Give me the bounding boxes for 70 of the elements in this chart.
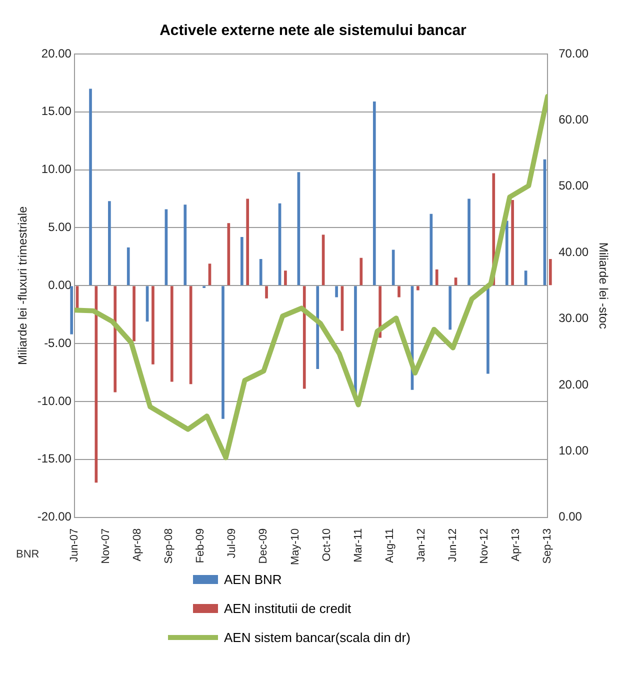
x-tick-label: Apr-13 [510,528,522,562]
bar [486,286,490,374]
bar [398,286,400,298]
chart-title: Activele externe nete ale sistemului bancar [160,22,467,40]
x-tick-label: Sep-13 [542,528,554,564]
x-tick-label: Jul-09 [226,528,238,558]
bar [448,286,452,330]
x-tick-label: Jan-12 [415,528,428,562]
bar [132,286,136,342]
bar [259,259,262,286]
bar [548,259,552,286]
y2-tick-label: 0.00 [558,510,582,524]
bar [170,286,174,382]
bar [435,269,438,286]
bar [70,286,74,334]
bar [184,204,187,286]
y-tick-label: 0.00 [48,278,72,292]
y2-tick-label: 20.00 [558,377,589,392]
x-tick-label: Nov-12 [478,528,491,564]
legend-label: AEN institutii de credit [224,601,352,616]
x-tick-label: Sep-08 [163,528,176,564]
y2-tick-label: 30.00 [558,311,589,326]
x-tick-label: Nov-07 [100,528,112,564]
bar [316,286,320,370]
bar [284,270,287,286]
y-tick-label: -20.00 [37,510,72,524]
bar [89,88,92,286]
bar [360,258,363,286]
bar [511,200,514,286]
bar [265,286,268,298]
bar [468,198,470,286]
bar [240,237,244,286]
y-axis-title: Miliarde lei -fluxuri trimestriale [16,206,30,366]
y-tick-label: 20.00 [41,46,72,60]
x-tick-label: Apr-08 [132,528,144,562]
y2-axis-title: Miliarde lei -stoc [596,242,610,330]
bar [372,101,376,286]
x-tick-label: Dec-09 [258,528,270,564]
y2-tick-label: 70.00 [558,46,589,60]
bar [222,286,224,419]
bar [505,220,508,286]
y2-tick-label: 10.00 [558,443,589,458]
x-tick-label: Aug-11 [384,528,396,563]
x-tick-label: Oct-10 [320,528,333,562]
bar [302,286,306,389]
text: BNR [16,548,40,561]
y-tick-label: 15.00 [41,104,72,118]
bar [108,201,111,286]
y-tick-label: 10.00 [41,162,72,176]
bar [114,286,117,392]
bar [126,247,130,286]
y-tick-label: 5.00 [48,220,72,234]
x-tick-label: Feb-09 [194,528,207,564]
legend-label: AEN sistem bancar(scala din dr) [224,630,410,645]
y2-tick-label: 50.00 [558,178,589,193]
x-tick-label: Jun-07 [68,528,80,562]
bar [246,198,250,286]
bar [354,286,357,395]
bar [416,286,420,290]
legend-label: AEN BNR [224,572,282,587]
y2-tick-label: 60.00 [558,112,589,126]
y2-tick-label: 40.00 [558,244,589,259]
bar [335,286,338,298]
x-tick-label: Jun-12 [446,528,459,562]
y-tick-label: -5.00 [44,336,72,350]
x-tick-label: May-10 [289,528,302,566]
y-tick-label: -15.00 [37,452,72,466]
x-tick-label: Mar-11 [352,528,364,562]
y-tick-label: -10.00 [37,394,72,408]
bar [152,286,154,364]
